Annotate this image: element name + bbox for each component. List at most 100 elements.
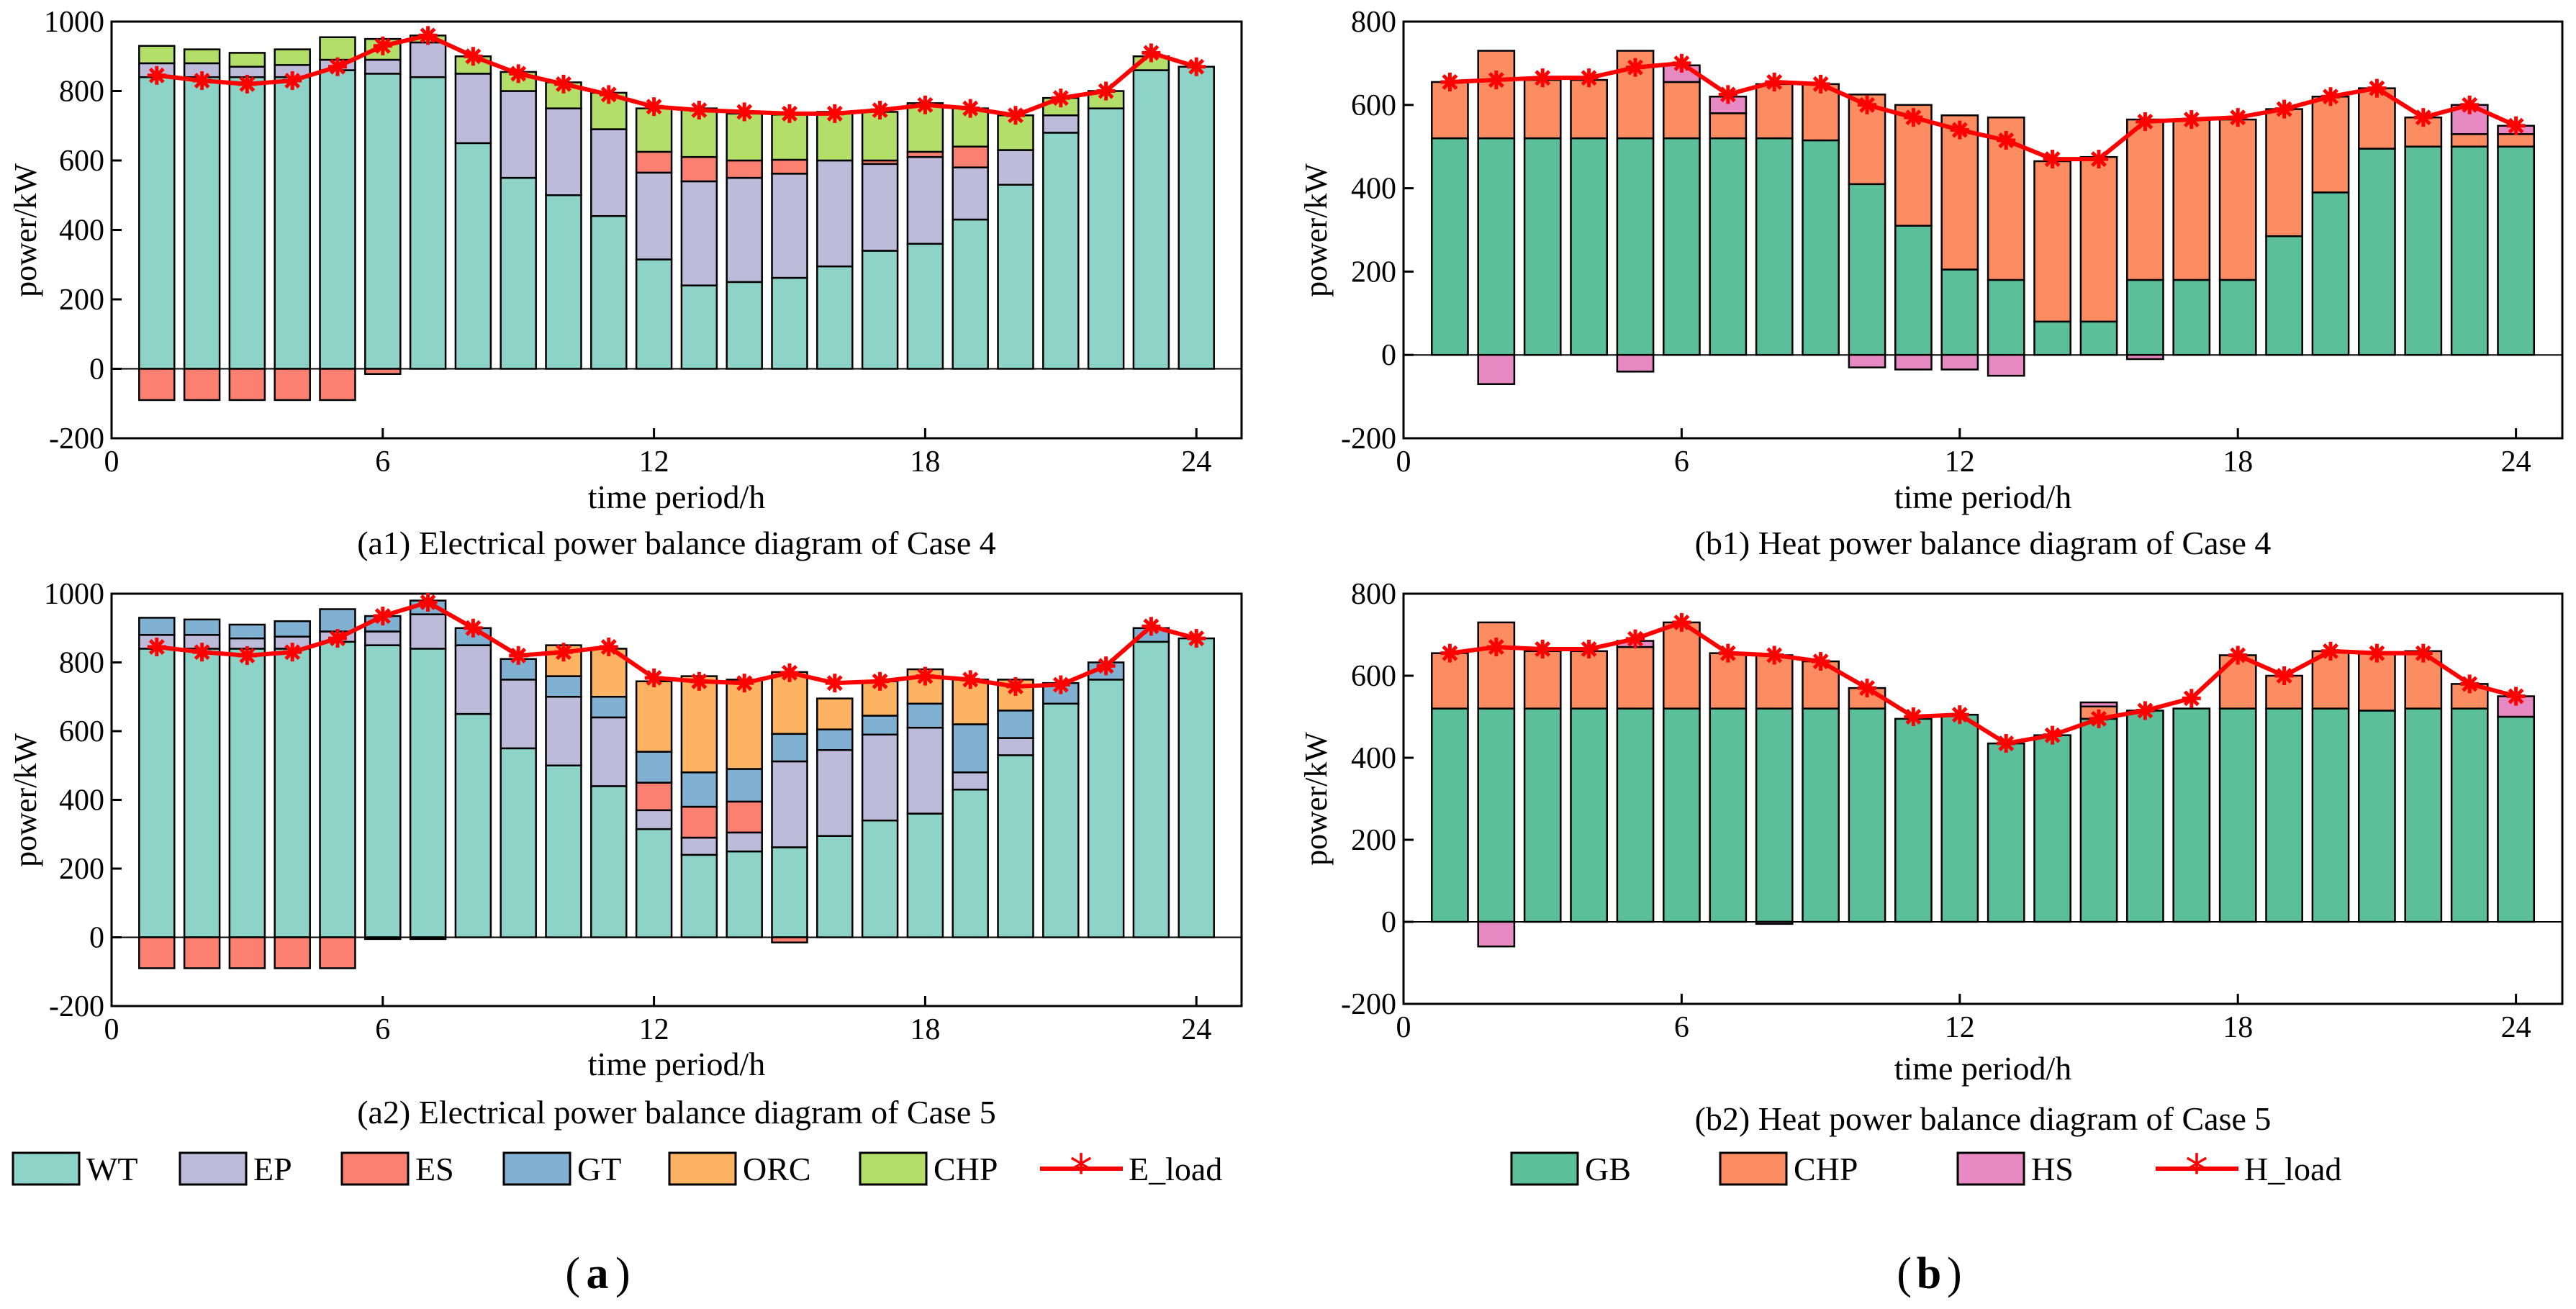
panel-label-a: ( a )	[565, 1249, 630, 1298]
chart-b1-ytick-label: 600	[1351, 89, 1396, 122]
chart-b2-load-point	[1440, 643, 1460, 663]
chart-b1-load-point	[1440, 72, 1460, 91]
chart-b1-load-point	[1997, 131, 2016, 150]
chart-a1-bar-chp	[319, 36, 356, 61]
chart-b1-load-point	[1811, 74, 1830, 94]
chart-b2-load-point	[2367, 643, 2387, 663]
chart-b2-ylabel: power/kW	[1298, 732, 1334, 866]
chart-a2-xtick-label: 6	[375, 1013, 390, 1046]
chart-a2-ytick-label: 0	[89, 922, 104, 955]
chart-a1-bar-chp	[138, 45, 176, 65]
chart-a1-load-point	[1142, 43, 1161, 63]
chart-b1-load-point	[2413, 108, 2433, 127]
chart-a1-bar-wt	[364, 73, 402, 370]
chart-a2-bar-gt	[952, 723, 989, 774]
chart-a2-title: (a2) Electrical power balance diagram of…	[357, 1094, 996, 1131]
chart-b2: power/kW time period/h (b2) Heat power b…	[1298, 578, 2564, 1137]
chart-b2-bar-chp	[1570, 650, 1608, 710]
chart-a2-bar-es	[771, 936, 808, 943]
chart-b2-load-point	[2043, 725, 2062, 745]
chart-a1-load-point	[644, 97, 664, 117]
chart-a1-bar-es	[726, 159, 763, 179]
chart-b2-bar-gb	[2218, 707, 2257, 923]
chart-a1-xtick-label: 6	[375, 445, 390, 479]
chart-a2-bar-wt	[1132, 640, 1170, 938]
chart-b1-load-point	[2136, 112, 2155, 131]
chart-a1-bar-es	[952, 145, 989, 168]
chart-a1-bar-wt	[183, 76, 221, 370]
chart-a1-bar-wt	[952, 218, 989, 370]
chart-b1-bar-gb	[1709, 137, 1748, 356]
chart-b2-bar-gb	[2126, 710, 2164, 923]
chart-a1-bar-wt	[1042, 132, 1080, 370]
chart-a1-bar-es	[364, 368, 402, 375]
chart-a1-load-point	[599, 85, 618, 104]
chart-a1-bar-wt	[861, 250, 899, 370]
chart-b1-load-point	[2043, 150, 2062, 169]
chart-a2-load-point	[1051, 675, 1070, 694]
chart-a1-bar-ep	[500, 90, 537, 179]
chart-a1-load-point	[870, 101, 890, 120]
chart-a2-bar-wt	[319, 640, 356, 938]
chart-b1-load-point	[1950, 120, 1969, 140]
chart-b1-axes	[1402, 20, 2564, 440]
chart-a1-load-point	[328, 57, 347, 76]
chart-a2-bar-wt	[726, 850, 763, 938]
chart-b2-bar-gb	[2311, 707, 2350, 923]
chart-a2-load-point	[192, 643, 212, 662]
chart-a2-bar-gt	[138, 617, 176, 636]
chart-a1-bar-chp	[274, 48, 311, 66]
chart-a2-bar-wt	[228, 648, 266, 938]
chart-a1-bar-wt	[906, 243, 944, 370]
chart-a1-bar-wt	[500, 176, 537, 370]
chart-a2-bar-wt	[364, 644, 402, 938]
chart-a1-bar-es	[680, 155, 718, 183]
chart-b2-load-point	[2413, 643, 2433, 663]
chart-a2-ytick-label: 200	[59, 853, 104, 886]
legend-orc-swatch	[668, 1151, 737, 1186]
chart-a1-bar-wt	[545, 194, 582, 370]
chart-b1-load-point	[2089, 150, 2108, 169]
chart-b1-load-point	[2506, 116, 2526, 135]
chart-a2-bar-ep	[997, 737, 1034, 756]
legend-hs-swatch	[1956, 1151, 2025, 1186]
chart-b2-bar-gb	[2033, 734, 2071, 923]
chart-b2-load-point	[1626, 629, 1645, 648]
chart-b2-bar-chp	[2358, 652, 2396, 712]
chart-b2-bar-gb	[1894, 717, 1933, 923]
chart-a1-bar-ep	[861, 163, 899, 252]
chart-a2-bar-es	[364, 936, 402, 941]
chart-a1-bar-chp	[183, 48, 221, 65]
chart-a1-bar-es	[228, 368, 266, 402]
chart-a1-bar-es	[138, 368, 176, 402]
chart-b2-ytick-label: 400	[1351, 742, 1396, 775]
svg-text:): )	[615, 1249, 631, 1298]
chart-a1-xtick-label: 24	[1181, 445, 1211, 479]
legend-b: GB CHP HS * H_load	[1510, 1146, 2341, 1199]
chart-b2-bar-gb	[2450, 707, 2489, 923]
chart-b2-load-point	[2136, 701, 2155, 720]
chart-a2-bar-gt	[228, 623, 266, 640]
chart-a1-bar-wt	[816, 265, 854, 370]
svg-text:(: (	[565, 1249, 580, 1298]
chart-a1-load-line	[156, 33, 1198, 118]
chart-a2-load-point	[870, 671, 890, 691]
chart-a1-bar-wt	[997, 184, 1034, 370]
chart-b2-load-point	[2182, 689, 2201, 708]
chart-b2-load-point	[1486, 638, 1506, 657]
chart-a2-bar-ep	[771, 760, 808, 848]
chart-b1-bar-gb	[2404, 145, 2443, 356]
panel-label-b-letter: b	[1917, 1249, 1941, 1298]
chart-a1-bar-wt	[1178, 65, 1215, 370]
chart-b2-bar-gb	[1755, 707, 1794, 923]
chart-b1-bar-gb	[1477, 137, 1516, 356]
chart-b1-ytick-label: 400	[1351, 173, 1396, 206]
chart-a1-bar-ep	[545, 107, 582, 196]
chart-b1-bar-chp	[2126, 118, 2164, 281]
legend-chp-label: CHP	[934, 1151, 998, 1187]
panel-label-a-letter: a	[587, 1249, 609, 1298]
chart-b1-xtick-label: 12	[1945, 445, 1975, 479]
chart-b1-bar-gb	[1523, 137, 1562, 356]
chart-b1-bar-chp	[1663, 81, 1701, 140]
chart-b2-bar-chp	[1616, 646, 1655, 710]
